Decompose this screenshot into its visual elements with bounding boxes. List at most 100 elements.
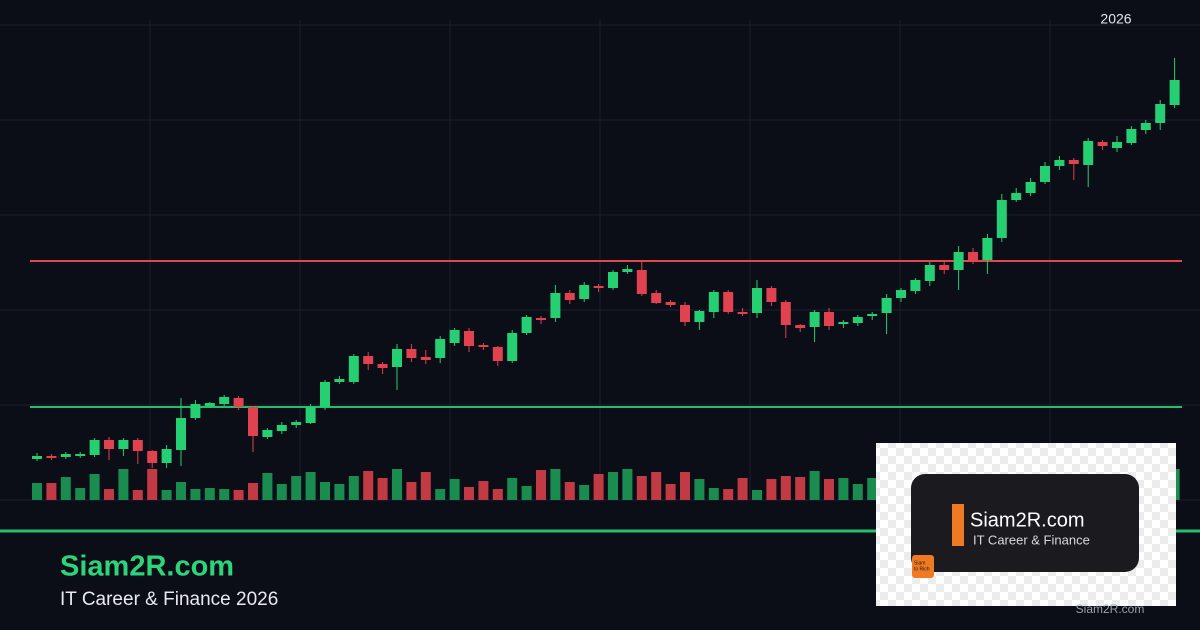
candle-body xyxy=(838,322,849,324)
volume-bar xyxy=(89,474,100,500)
candle-body xyxy=(377,364,388,368)
volume-bar xyxy=(737,478,748,500)
volume-bar xyxy=(651,472,662,500)
candle-body xyxy=(507,333,518,361)
candle-body xyxy=(420,357,431,360)
candle-body xyxy=(881,298,892,313)
candle-body xyxy=(320,382,330,407)
volume-bar xyxy=(204,488,215,500)
volume-bar xyxy=(176,482,186,500)
candle-body xyxy=(348,356,359,382)
volume-bar xyxy=(377,478,388,500)
candle-body xyxy=(132,440,143,451)
candle-body xyxy=(795,325,806,328)
candle-body xyxy=(1083,141,1094,165)
volume-bar xyxy=(348,476,359,500)
volume-bar xyxy=(593,474,604,500)
candle-body xyxy=(176,418,186,450)
candle-body xyxy=(75,454,86,456)
candle-body xyxy=(1155,104,1166,123)
candle-body xyxy=(32,456,42,459)
candle-body xyxy=(449,330,460,343)
candle-body xyxy=(1112,142,1122,148)
logo-card: Siam2R.com IT Career & Finance Siam to R… xyxy=(876,443,1176,616)
candle-body xyxy=(896,290,906,298)
volume-bar xyxy=(219,489,230,500)
volume-bar xyxy=(190,489,201,500)
candle-body xyxy=(190,404,201,418)
volume-bar xyxy=(824,479,834,500)
volume-bar xyxy=(478,481,489,500)
candle-body xyxy=(262,430,273,437)
volume-bar xyxy=(305,472,316,500)
candle-body xyxy=(46,456,57,458)
candle-body xyxy=(780,302,791,325)
candle-body xyxy=(852,317,863,323)
volume-bar xyxy=(420,472,431,500)
candle-body xyxy=(608,272,618,288)
volume-bar xyxy=(752,490,762,500)
candle-body xyxy=(118,440,129,449)
candle-body xyxy=(579,285,590,299)
volume-bar xyxy=(363,471,374,500)
volume-bar xyxy=(809,471,820,500)
candle-body xyxy=(492,347,503,361)
candle-body xyxy=(622,269,633,272)
volume-bar xyxy=(795,477,806,500)
volume-bar xyxy=(838,478,849,500)
volume-bar xyxy=(406,482,417,500)
candle-body xyxy=(550,293,561,318)
candle-body xyxy=(968,252,978,260)
logo-bar xyxy=(952,504,964,546)
volume-bar xyxy=(75,488,86,500)
candle-body xyxy=(809,312,820,327)
candle-body xyxy=(824,312,834,326)
volume-bar xyxy=(680,472,690,500)
badge-line-2: to Rich xyxy=(914,566,930,572)
candle-body xyxy=(363,356,374,364)
logo-panel xyxy=(911,474,1139,572)
candle-body xyxy=(708,292,719,312)
candle-body xyxy=(248,407,258,436)
candle-body xyxy=(636,270,647,294)
volume-bar xyxy=(233,490,244,500)
badge-line-1: Siam xyxy=(914,560,925,566)
volume-bar xyxy=(521,486,532,500)
candle-body xyxy=(680,305,690,322)
candle-body xyxy=(1097,142,1108,146)
candle-body xyxy=(723,292,734,312)
candle-body xyxy=(291,422,302,425)
volume-bar xyxy=(665,484,676,500)
candle-body xyxy=(953,252,964,270)
logo-badge xyxy=(912,555,934,578)
candle-body xyxy=(1011,193,1022,200)
candle-body xyxy=(939,265,950,270)
volume-bar xyxy=(867,478,878,500)
candle-body xyxy=(1040,166,1050,182)
candle-body xyxy=(464,331,474,346)
volume-bar xyxy=(608,472,618,500)
candle-body xyxy=(161,449,172,463)
candle-body xyxy=(305,407,316,423)
candle-body xyxy=(89,440,100,455)
candle-body xyxy=(233,398,244,407)
candle-body xyxy=(521,317,532,333)
volume-bar xyxy=(334,484,345,500)
candle-body xyxy=(392,349,402,367)
candle-body xyxy=(867,314,878,316)
volume-bar xyxy=(536,470,546,500)
candle-body xyxy=(651,293,662,303)
volume-bar xyxy=(435,489,446,500)
volume-bar xyxy=(262,473,273,500)
logo-subtitle: IT Career & Finance xyxy=(973,532,1090,547)
candle-body xyxy=(60,454,71,457)
year-label: 2026 xyxy=(1100,11,1131,27)
volume-bar xyxy=(723,489,734,500)
volume-bar xyxy=(320,482,330,500)
candle-body xyxy=(478,345,489,347)
volume-bar xyxy=(564,482,575,500)
volume-bar xyxy=(636,476,647,500)
candle-body xyxy=(406,349,417,358)
